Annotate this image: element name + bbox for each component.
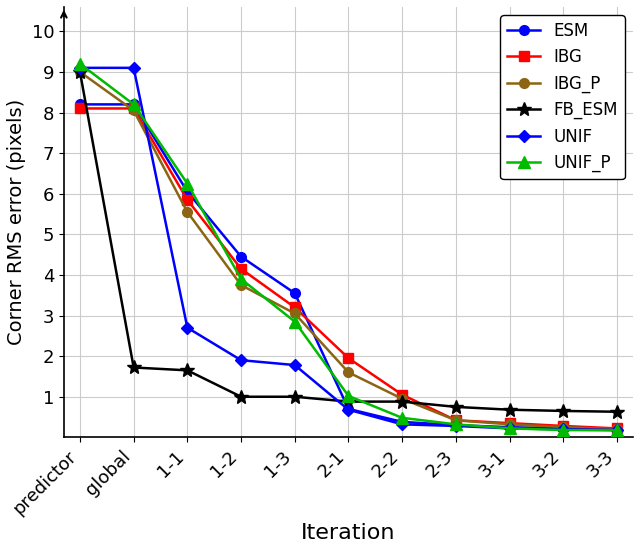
ESM: [452, 422, 460, 428]
ESM: [184, 189, 191, 195]
FB_ESM: [613, 409, 621, 415]
ESM: [76, 101, 84, 108]
IBG: [291, 304, 299, 311]
FB_ESM: [344, 398, 352, 405]
UNIF: [452, 422, 460, 429]
IBG: [506, 420, 513, 426]
X-axis label: Iteration: Iteration: [301, 523, 396, 543]
IBG: [344, 355, 352, 361]
UNIF: [506, 425, 513, 432]
IBG: [452, 417, 460, 424]
IBG: [559, 422, 567, 429]
UNIF_P: [559, 427, 567, 433]
ESM: [398, 419, 406, 425]
Line: FB_ESM: FB_ESM: [73, 65, 624, 419]
UNIF_P: [76, 60, 84, 67]
UNIF_P: [398, 415, 406, 421]
IBG_P: [452, 417, 460, 424]
UNIF_P: [344, 393, 352, 399]
UNIF_P: [184, 180, 191, 187]
IBG: [76, 105, 84, 112]
UNIF: [559, 426, 567, 432]
IBG: [130, 105, 138, 112]
IBG_P: [398, 395, 406, 402]
UNIF: [344, 406, 352, 413]
FB_ESM: [398, 398, 406, 405]
IBG: [237, 266, 245, 272]
UNIF_P: [613, 427, 621, 434]
FB_ESM: [237, 393, 245, 400]
IBG_P: [130, 107, 138, 114]
ESM: [344, 405, 352, 412]
ESM: [559, 425, 567, 432]
UNIF_P: [130, 101, 138, 108]
Line: IBG: IBG: [75, 103, 622, 433]
Line: IBG_P: IBG_P: [75, 67, 622, 434]
IBG_P: [291, 310, 299, 317]
ESM: [130, 101, 138, 108]
UNIF: [398, 421, 406, 428]
IBG_P: [76, 69, 84, 75]
IBG_P: [184, 208, 191, 215]
UNIF: [130, 64, 138, 71]
IBG_P: [237, 282, 245, 288]
ESM: [613, 426, 621, 432]
IBG: [184, 196, 191, 203]
IBG_P: [613, 426, 621, 432]
ESM: [291, 290, 299, 296]
UNIF: [237, 357, 245, 364]
UNIF_P: [452, 421, 460, 428]
UNIF: [291, 362, 299, 369]
IBG_P: [506, 421, 513, 428]
UNIF: [76, 64, 84, 71]
UNIF_P: [291, 318, 299, 325]
Line: UNIF: UNIF: [76, 64, 621, 434]
UNIF: [613, 427, 621, 433]
Y-axis label: Corner RMS error (pixels): Corner RMS error (pixels): [7, 99, 26, 345]
FB_ESM: [506, 406, 513, 413]
ESM: [237, 254, 245, 260]
FB_ESM: [184, 367, 191, 373]
Line: UNIF_P: UNIF_P: [74, 58, 623, 436]
FB_ESM: [559, 408, 567, 414]
IBG: [398, 392, 406, 398]
FB_ESM: [291, 393, 299, 400]
FB_ESM: [452, 404, 460, 410]
IBG_P: [344, 369, 352, 376]
ESM: [506, 424, 513, 431]
FB_ESM: [76, 69, 84, 75]
UNIF: [184, 324, 191, 331]
FB_ESM: [130, 364, 138, 371]
IBG_P: [559, 424, 567, 431]
Line: ESM: ESM: [75, 100, 622, 434]
IBG: [613, 425, 621, 432]
Legend: ESM, IBG, IBG_P, FB_ESM, UNIF, UNIF_P: ESM, IBG, IBG_P, FB_ESM, UNIF, UNIF_P: [500, 15, 625, 179]
UNIF_P: [506, 425, 513, 432]
UNIF_P: [237, 276, 245, 282]
